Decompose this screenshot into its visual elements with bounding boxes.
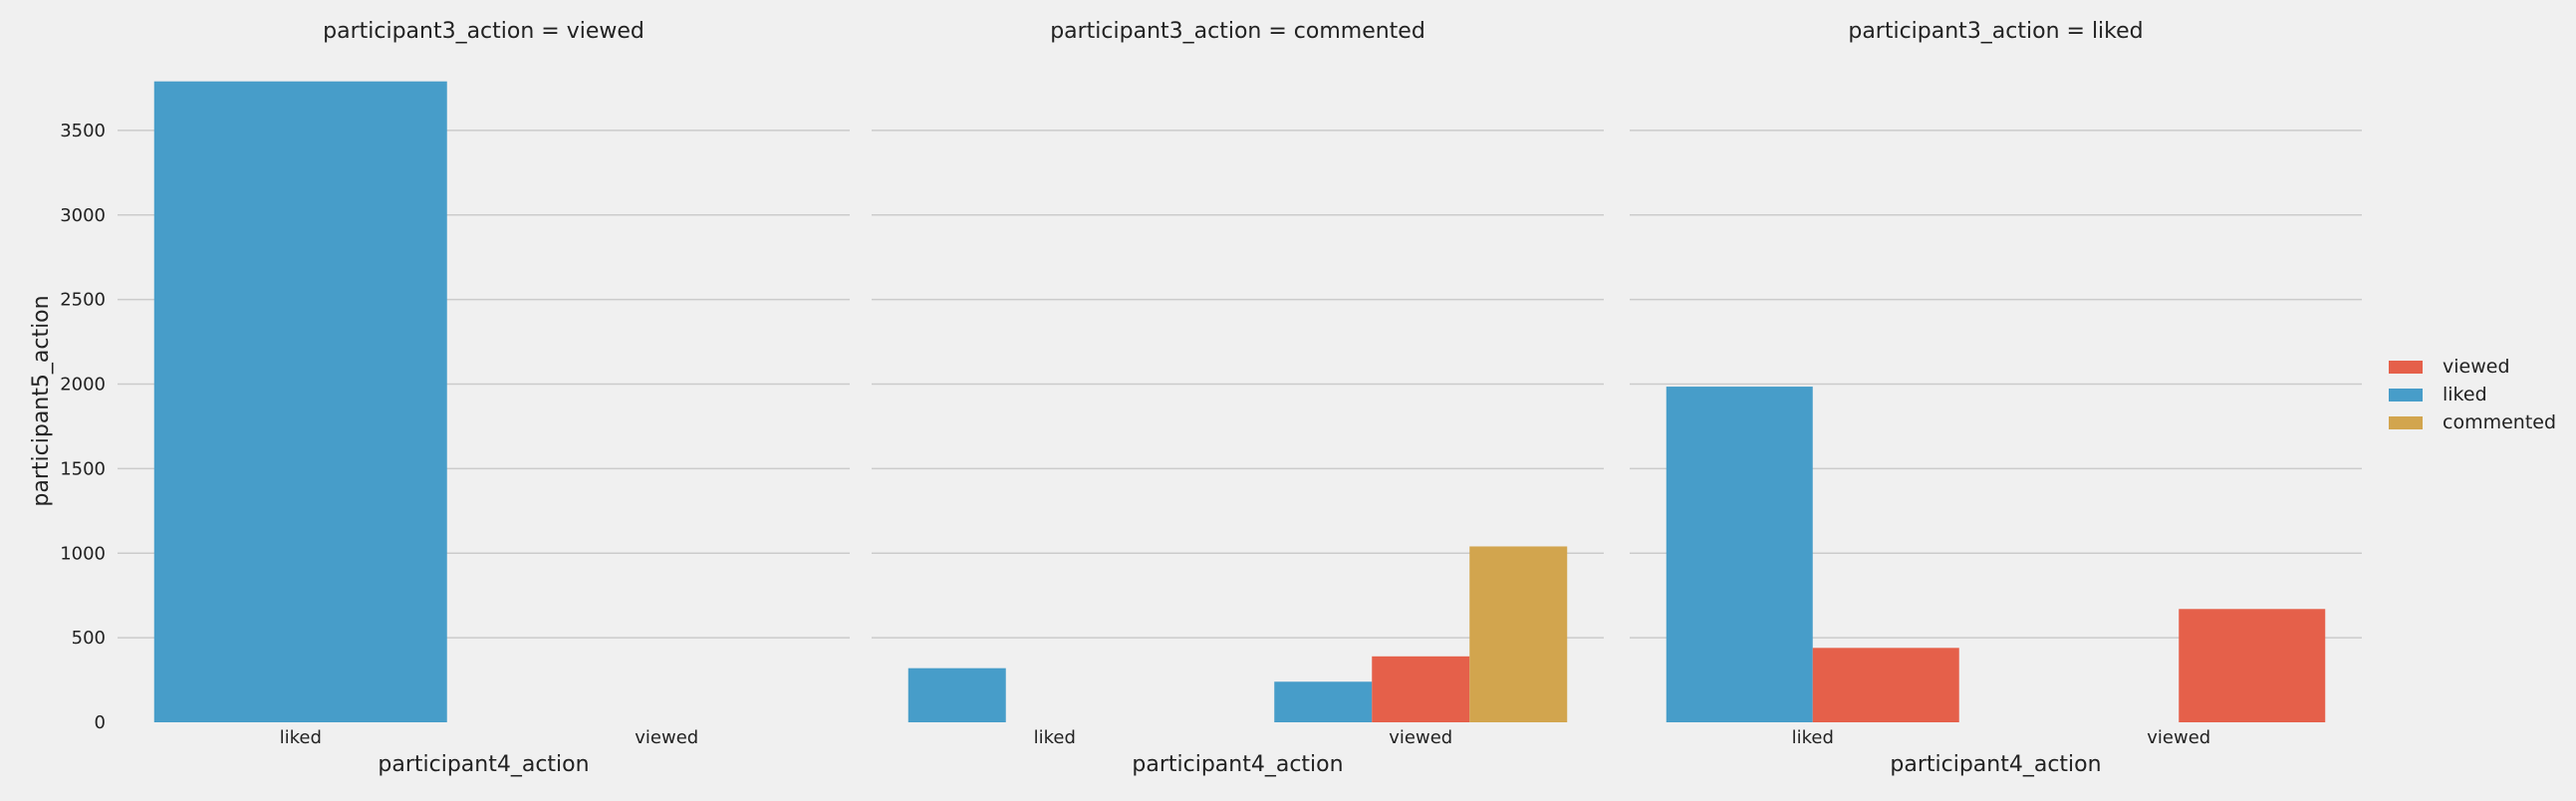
- legend-label: commented: [2443, 411, 2556, 433]
- bar-liked: [1666, 387, 1813, 722]
- facet-title: participant3_action = liked: [1848, 19, 2143, 44]
- legend-label: viewed: [2443, 356, 2510, 378]
- y-tick-label: 3500: [60, 121, 106, 141]
- x-tick-label: viewed: [2147, 727, 2210, 748]
- bar-commented: [1469, 546, 1568, 722]
- y-tick-label: 2500: [60, 290, 106, 311]
- x-tick-label: liked: [1792, 727, 1834, 748]
- y-tick-label: 500: [72, 628, 106, 649]
- bar-liked: [153, 81, 447, 722]
- legend-swatch-liked: [2389, 389, 2423, 401]
- x-axis-label: participant4_action: [378, 752, 589, 777]
- x-axis-label: participant4_action: [1890, 752, 2101, 777]
- x-tick-label: liked: [1034, 727, 1076, 748]
- x-tick-label: viewed: [1389, 727, 1452, 748]
- legend-label: liked: [2443, 384, 2487, 405]
- facet-title: participant3_action = viewed: [323, 19, 644, 44]
- bar-liked: [907, 668, 1006, 722]
- legend-swatch-commented: [2389, 416, 2423, 429]
- y-tick-label: 1000: [60, 543, 106, 564]
- bar-viewed: [1812, 648, 1959, 722]
- bar-viewed: [2179, 609, 2326, 722]
- y-tick-label: 0: [95, 712, 106, 733]
- facet-title: participant3_action = commented: [1050, 19, 1425, 44]
- bar-liked: [1274, 681, 1373, 722]
- x-tick-label: liked: [280, 727, 322, 748]
- x-tick-label: viewed: [635, 727, 698, 748]
- y-tick-label: 1500: [60, 458, 106, 479]
- y-tick-label: 2000: [60, 375, 106, 396]
- legend-swatch-viewed: [2389, 361, 2423, 374]
- bar-viewed: [1372, 656, 1470, 722]
- x-axis-label: participant4_action: [1132, 752, 1343, 777]
- y-tick-label: 3000: [60, 205, 106, 226]
- y-axis-label: participant5_action: [29, 295, 54, 506]
